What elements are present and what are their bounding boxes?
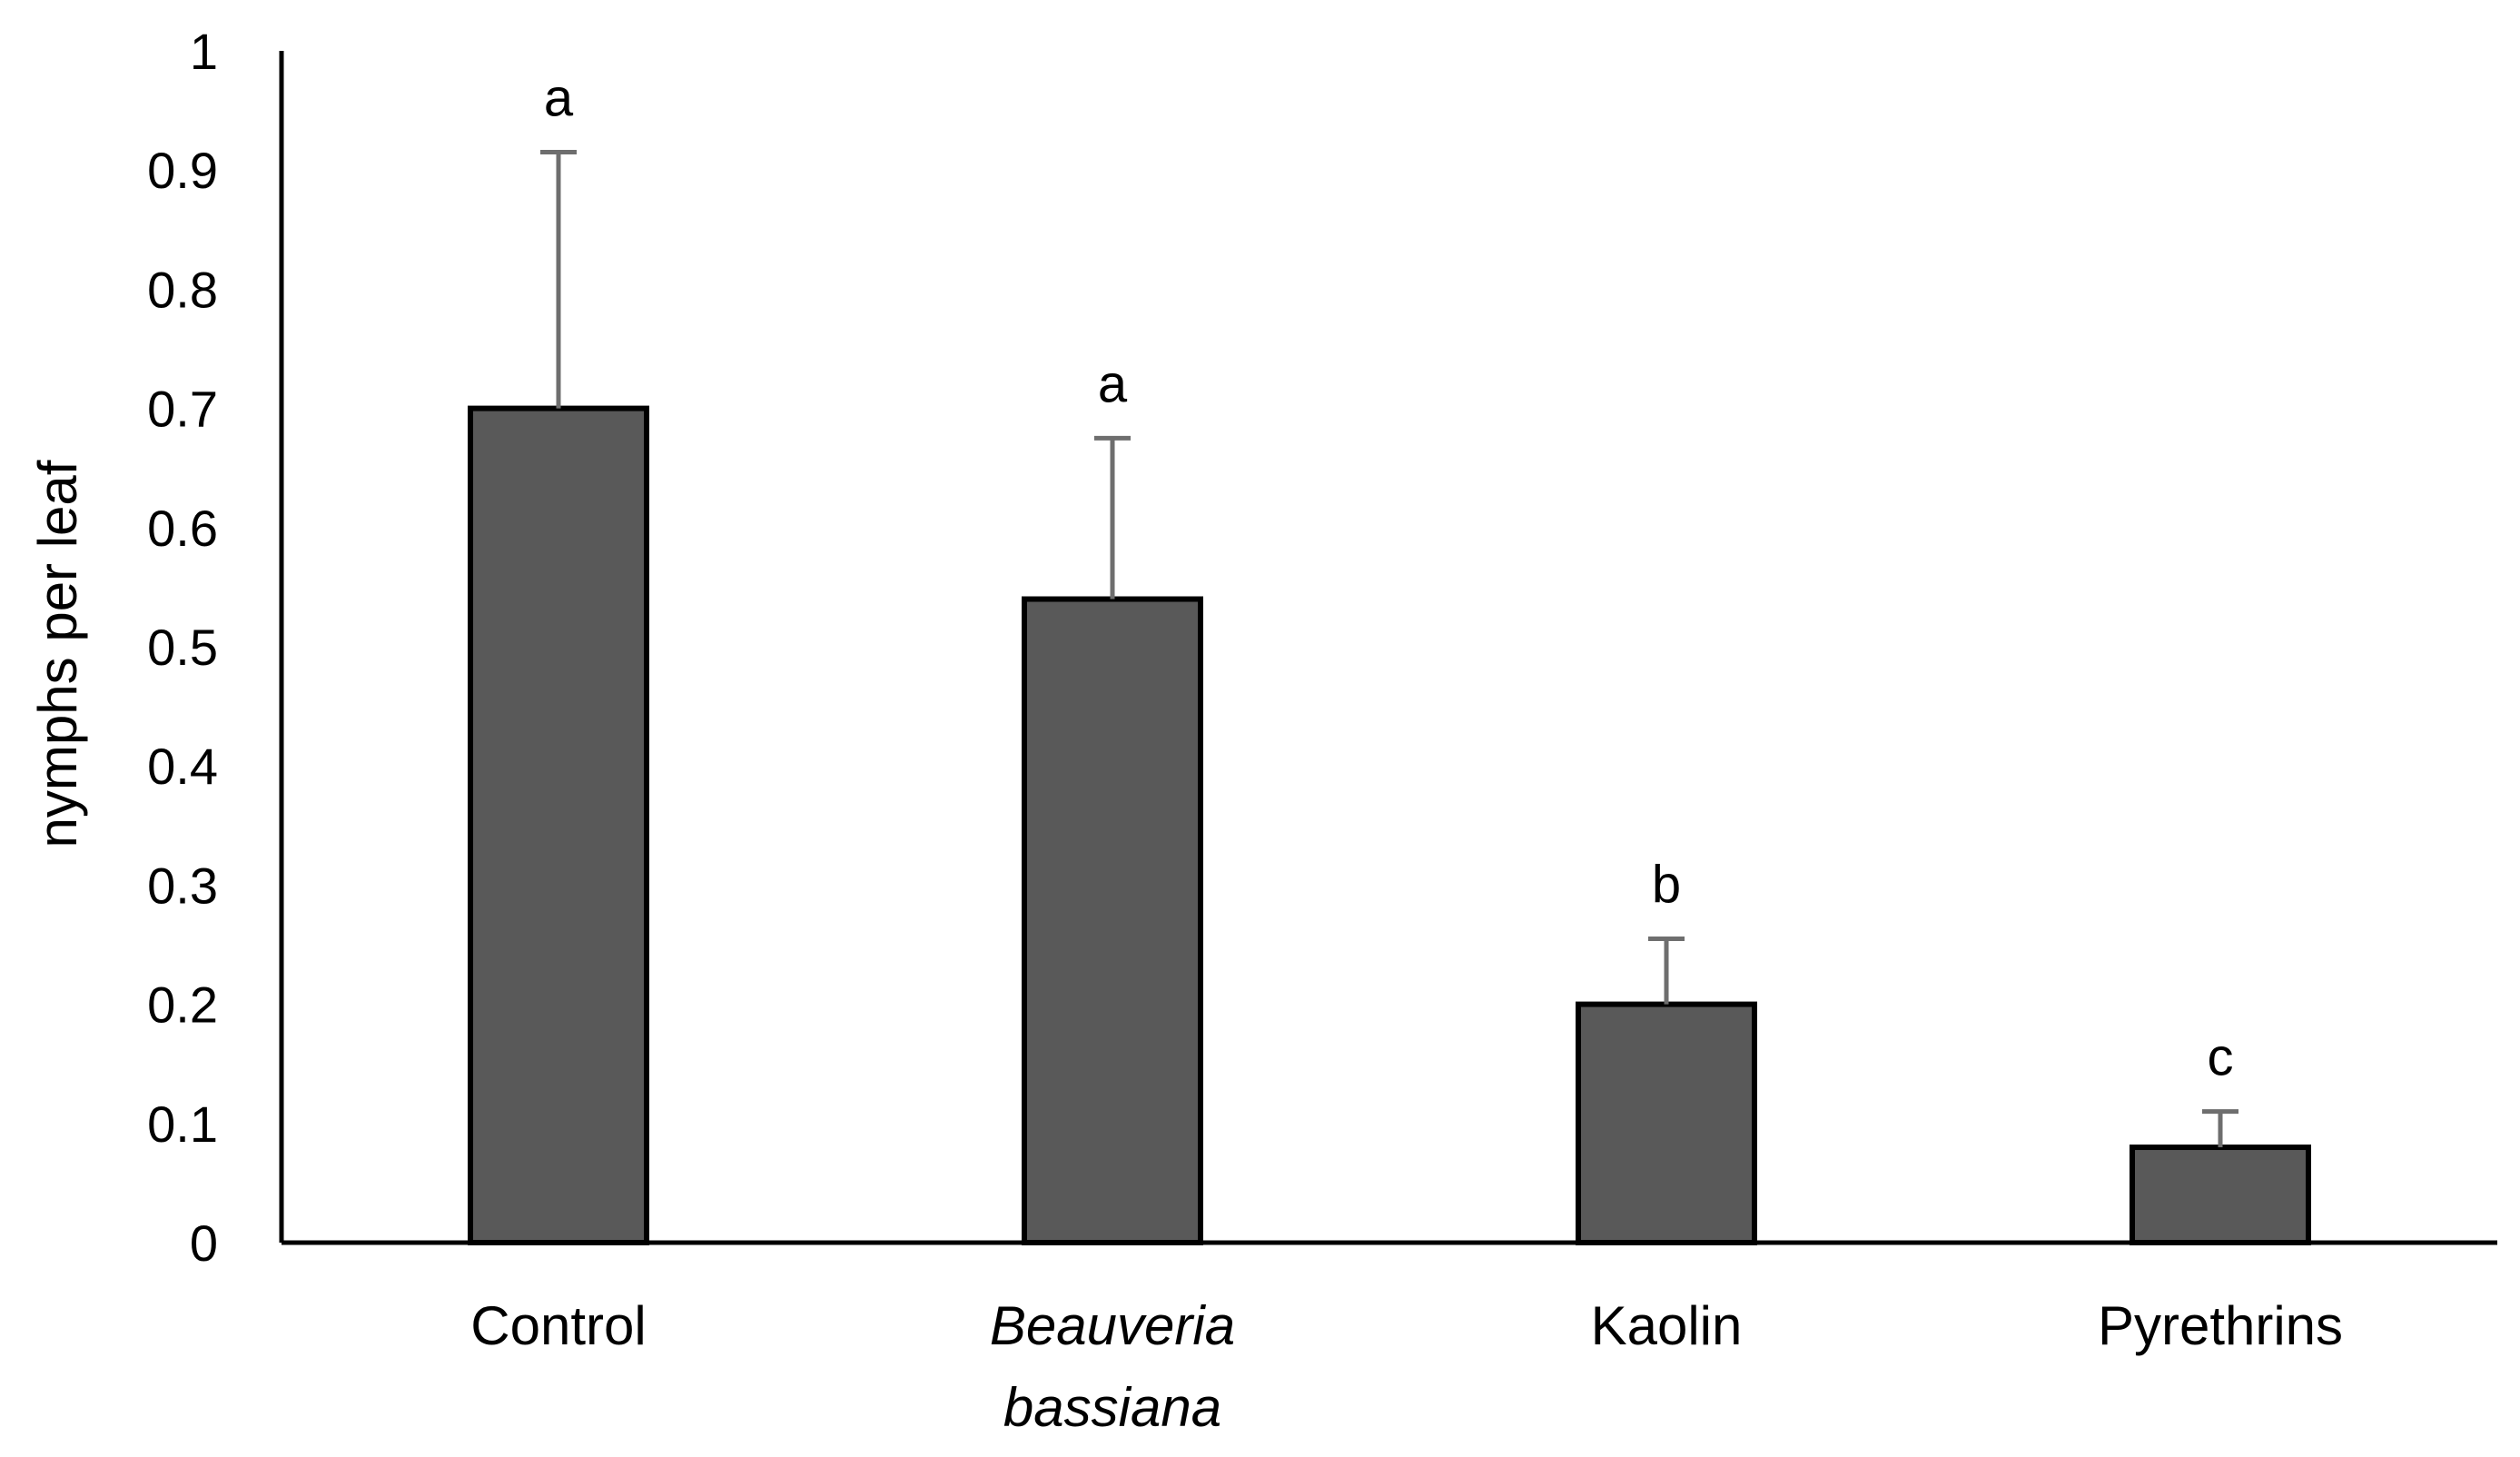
y-tick-label: 0.9: [147, 142, 218, 199]
y-tick-label: 1: [190, 23, 218, 80]
bar: [1022, 596, 1203, 1245]
bars: [468, 405, 2311, 1246]
y-tick-label: 0.6: [147, 500, 218, 557]
x-category-label: Kaolin: [1591, 1295, 1743, 1356]
x-category-label: bassiana: [1003, 1377, 1221, 1438]
y-tick-label: 0.7: [147, 381, 218, 438]
x-axis-category-labels: Control Beauveria bassiana Kaolin Pyrethrins: [470, 1295, 2343, 1438]
significance-letter: a: [1098, 354, 1128, 413]
axes: [279, 51, 2497, 1245]
bar: [468, 405, 649, 1246]
y-axis-ticks: 0 0.1 0.2 0.3 0.4 0.5 0.6 0.7 0.8 0.9 1: [147, 23, 218, 1272]
x-category-label: Pyrethrins: [2098, 1295, 2343, 1356]
significance-letter: c: [2208, 1028, 2234, 1087]
y-tick-label: 0: [190, 1214, 218, 1272]
error-bars: [540, 150, 2238, 1148]
y-tick-label: 0.1: [147, 1095, 218, 1153]
y-tick-label: 0.3: [147, 857, 218, 914]
significance-letter: b: [1652, 855, 1681, 914]
y-tick-label: 0.5: [147, 619, 218, 676]
y-tick-label: 0.4: [147, 738, 218, 795]
x-category-label: Beauveria: [990, 1295, 1235, 1356]
bar: [2130, 1145, 2311, 1246]
y-tick-label: 0.8: [147, 261, 218, 318]
significance-letters: a a b c: [544, 69, 2234, 1087]
y-axis-title: nymphs per leaf: [27, 460, 88, 847]
x-category-label: Control: [470, 1295, 646, 1356]
significance-letter: a: [544, 69, 574, 128]
bar: [1576, 1001, 1757, 1245]
y-tick-label: 0.2: [147, 976, 218, 1034]
